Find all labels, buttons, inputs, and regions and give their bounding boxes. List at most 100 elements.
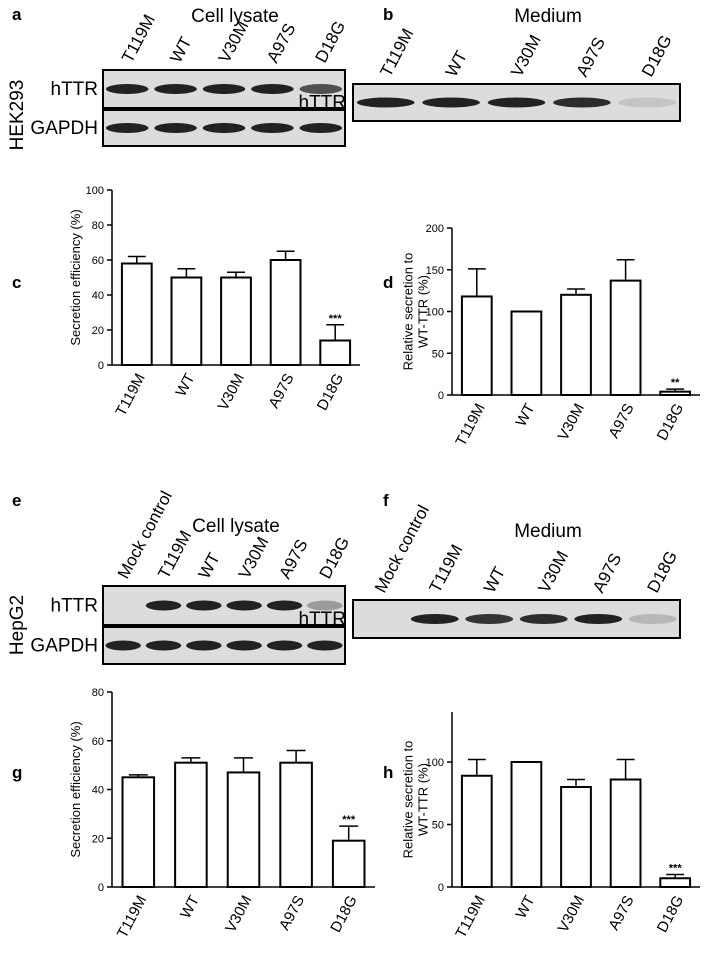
- x-tick-label: WT: [512, 401, 538, 430]
- y-tick-label: 150: [426, 265, 444, 277]
- x-tick-label: T119M: [452, 401, 488, 449]
- y-tick-label: 100: [86, 185, 104, 197]
- panel-label: c: [12, 273, 21, 292]
- cell-line: HepG2: [7, 595, 28, 655]
- band: [628, 614, 677, 624]
- lane-label: D18G: [638, 32, 676, 80]
- y-tick-label: 40: [92, 290, 104, 302]
- row-label: GAPDH: [30, 118, 98, 139]
- x-tick-label: A97S: [276, 893, 308, 933]
- band: [186, 640, 222, 651]
- x-tick-label: A97S: [265, 371, 297, 411]
- band: [226, 640, 262, 651]
- lane-label: Mock control: [371, 502, 433, 596]
- band: [105, 640, 141, 651]
- band: [307, 600, 343, 611]
- bar: [560, 293, 592, 396]
- x-tick-label: V30M: [215, 371, 248, 414]
- blot-title: Medium: [514, 6, 582, 27]
- y-tick-label: 0: [438, 390, 444, 402]
- bar: [460, 295, 493, 396]
- lane-label: T119M: [154, 527, 195, 582]
- panel-label: f: [383, 491, 389, 510]
- y-axis-label: Relative secretion to: [401, 253, 416, 371]
- significance: ***: [329, 313, 343, 325]
- panel-label: h: [383, 763, 393, 782]
- band: [186, 600, 222, 611]
- y-axis-label: Relative secretion to: [401, 741, 416, 859]
- y-tick-label: 0: [98, 882, 104, 894]
- bar: [460, 774, 493, 888]
- y-tick-label: 50: [432, 820, 444, 832]
- y-tick-label: 20: [92, 325, 104, 337]
- lane-label: A97S: [573, 34, 609, 80]
- x-tick-label: A97S: [605, 401, 637, 441]
- x-tick-label: V30M: [555, 401, 588, 444]
- significance: ***: [669, 863, 683, 875]
- lane-label: T119M: [426, 541, 467, 596]
- x-tick-label: WT: [172, 371, 198, 400]
- bar: [174, 761, 208, 888]
- panel-label: g: [12, 763, 22, 782]
- bar: [659, 877, 692, 888]
- band: [105, 123, 149, 133]
- x-tick-label: A97S: [605, 893, 637, 933]
- y-tick-label: 0: [98, 360, 104, 372]
- x-tick-label: D18G: [314, 371, 347, 414]
- lane-label: V30M: [235, 534, 273, 582]
- row-label: GAPDH: [30, 636, 98, 657]
- blot-title: Cell lysate: [191, 6, 279, 27]
- row-label: hTTR: [299, 93, 347, 114]
- y-axis-label: WT-TTR (%): [416, 763, 431, 836]
- blot-title: Cell lysate: [192, 516, 280, 537]
- y-tick-label: 60: [92, 255, 104, 267]
- y-tick-label: 40: [92, 785, 104, 797]
- band: [251, 123, 294, 133]
- lane-label: D18G: [312, 18, 350, 66]
- x-tick-label: V30M: [555, 893, 588, 936]
- band: [618, 97, 677, 108]
- x-tick-label: T119M: [452, 893, 488, 941]
- y-tick-label: 200: [426, 223, 444, 235]
- band: [519, 614, 568, 624]
- band: [154, 84, 197, 94]
- band: [251, 84, 294, 94]
- lane-label: A97S: [275, 536, 311, 582]
- y-axis-label: Secretion efficiency (%): [68, 721, 83, 857]
- blot-box: [102, 626, 346, 665]
- bar: [170, 276, 203, 366]
- bar: [510, 310, 543, 396]
- y-tick-label: 50: [432, 348, 444, 360]
- bar: [269, 259, 302, 366]
- y-tick-label: 100: [426, 307, 444, 319]
- y-tick-label: 80: [92, 220, 104, 232]
- bar: [220, 276, 252, 366]
- x-tick-label: D18G: [654, 401, 687, 444]
- bar: [319, 339, 352, 366]
- bar: [609, 279, 642, 397]
- lane-label: D18G: [316, 534, 354, 582]
- blot-box: [102, 585, 346, 626]
- band: [105, 84, 149, 94]
- band: [266, 600, 303, 611]
- y-tick-label: 80: [92, 687, 104, 699]
- y-tick-label: 60: [92, 736, 104, 748]
- significance: ***: [342, 814, 356, 826]
- x-tick-label: T119M: [112, 371, 148, 419]
- band: [410, 614, 459, 624]
- lane-label: WT: [442, 48, 471, 80]
- y-tick-label: 0: [438, 882, 444, 894]
- band: [553, 97, 611, 108]
- y-axis-label: Secretion efficiency (%): [68, 209, 83, 345]
- bar: [120, 262, 153, 366]
- band: [145, 600, 182, 611]
- bar: [510, 761, 543, 888]
- lane-label: T119M: [376, 25, 417, 80]
- y-tick-label: 20: [92, 833, 104, 845]
- row-label: hTTR: [51, 79, 99, 100]
- lane-label: D18G: [644, 548, 682, 596]
- band: [487, 97, 546, 108]
- cell-line: HEK293: [7, 80, 28, 151]
